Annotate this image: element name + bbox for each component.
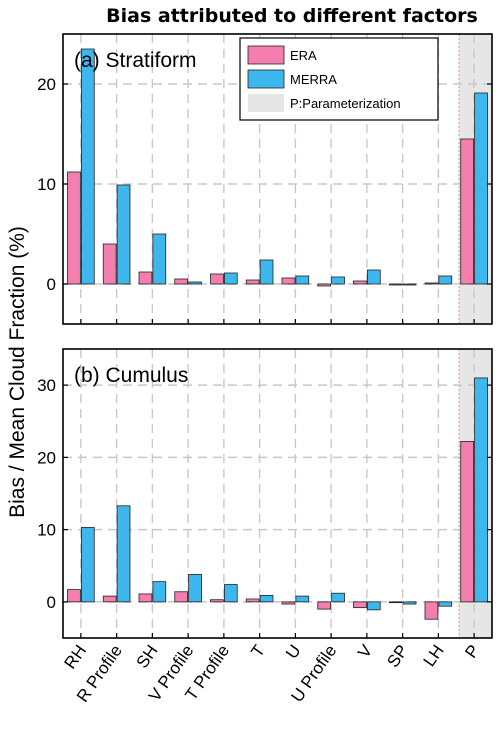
bar-merra [366, 269, 381, 285]
y-tick-label: 0 [47, 275, 56, 294]
y-tick-label: 10 [37, 175, 56, 194]
x-tick-label: P [461, 641, 483, 661]
bar-era [210, 273, 224, 285]
x-tick-label: SH [133, 641, 162, 671]
y-tick-label: 30 [37, 376, 56, 395]
panel-cumulus: 0 10 20 30 (b) Cumulus [37, 348, 493, 639]
bar-era [424, 601, 439, 620]
legend-swatch [247, 45, 285, 65]
bar-era [388, 283, 403, 286]
bar-merra [259, 259, 274, 285]
bar-merra [402, 601, 417, 605]
bar-era [102, 243, 117, 285]
legend-swatch [248, 94, 284, 112]
legend-label: MERRA [290, 72, 337, 87]
x-tick-label: LH [420, 641, 448, 670]
bar-merra [80, 527, 95, 603]
bar-merra [438, 601, 453, 607]
y-tick-label: 0 [47, 593, 56, 612]
axes-frame [62, 348, 493, 639]
bar-merra [223, 272, 238, 285]
y-tick-label: 20 [37, 75, 56, 94]
bar-merra [295, 595, 310, 603]
bar-era [174, 278, 189, 285]
bar-merra [438, 275, 453, 285]
bar-era [245, 279, 260, 285]
bar-era [424, 282, 439, 285]
x-tick-label: T [247, 641, 269, 660]
bar-era [281, 277, 296, 285]
bar-merra [259, 594, 274, 603]
bar-era [67, 589, 81, 603]
bar-era [67, 171, 81, 285]
panels-group: 0 10 20 (a) Stratiform 0 10 20 30 (b) Cumulus ERA… [37, 33, 493, 639]
bar-era [281, 601, 296, 605]
bar-era [317, 601, 332, 610]
legend-label: P:Parameterization [290, 96, 401, 111]
bar-era [460, 138, 475, 285]
bar-era [210, 599, 224, 603]
bar-merra [331, 276, 345, 285]
bar-merra [188, 574, 202, 603]
bar-merra [474, 92, 488, 285]
bar-era [245, 598, 260, 603]
legend-label: ERA [290, 48, 317, 63]
bar-merra [80, 48, 95, 285]
bar-merra [223, 584, 238, 603]
axes-frame [62, 33, 493, 325]
bar-merra [116, 505, 131, 603]
y-tick-label: 20 [37, 448, 56, 467]
legend: ERA MERRA P:Parameterization [239, 37, 439, 121]
bar-era [138, 271, 153, 285]
bar-era [460, 441, 475, 603]
y-axis-label: Bias / Mean Cloud Fraction (%) [6, 226, 29, 518]
x-tick-label: RH [60, 641, 90, 672]
bar-era [138, 593, 153, 603]
bar-era [353, 601, 367, 609]
x-tick-label: SP [383, 641, 412, 670]
bar-era [317, 283, 332, 287]
bar-merra [152, 233, 167, 285]
bar-merra [188, 281, 202, 285]
x-tick-label: V [354, 641, 376, 662]
y-tick-label: 10 [37, 521, 56, 540]
bar-era [388, 601, 403, 604]
x-tick-label: U [282, 641, 305, 662]
bar-merra [295, 275, 310, 285]
bar-merra [152, 581, 167, 603]
bar-merra [116, 184, 131, 285]
panel-label: (a) Stratiform [74, 49, 197, 72]
legend-swatch [247, 69, 285, 89]
bar-era [102, 595, 117, 603]
bar-merra [402, 283, 417, 286]
bar-merra [474, 377, 488, 603]
bar-merra [331, 592, 345, 603]
bar-era [174, 591, 189, 603]
panel-label: (b) Cumulus [74, 364, 188, 387]
bar-merra [366, 601, 381, 611]
bar-era [353, 280, 367, 285]
figure-title: Bias attributed to different factors [106, 5, 478, 27]
